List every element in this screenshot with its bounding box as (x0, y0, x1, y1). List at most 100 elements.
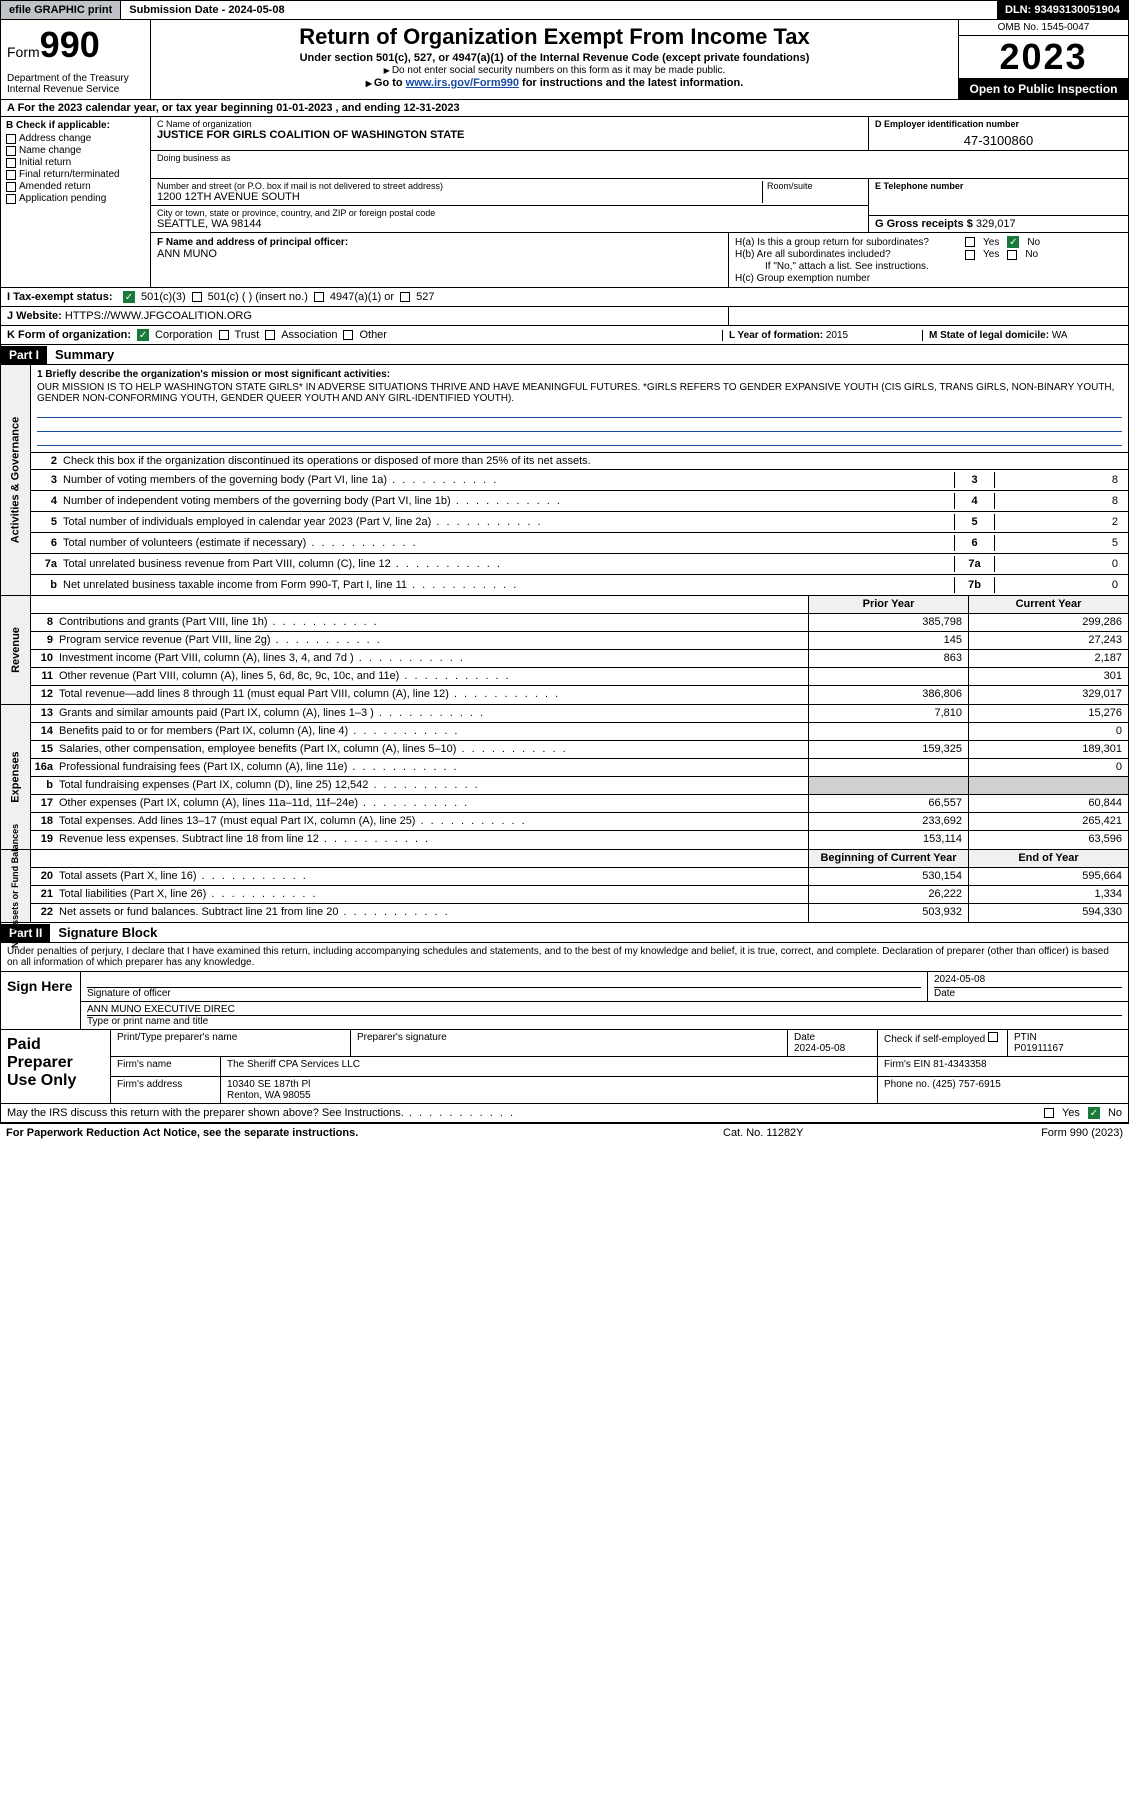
prep-name-label: Print/Type preparer's name (117, 1032, 344, 1043)
checkbox-initial[interactable] (6, 158, 16, 168)
curr-value: 0 (968, 759, 1128, 776)
k-assoc-checkbox[interactable] (265, 330, 275, 340)
line-num: 21 (31, 886, 59, 903)
line-num: 8 (31, 614, 59, 631)
line-value: 5 (994, 535, 1124, 551)
opt-address: Address change (19, 133, 91, 144)
line-box: 7a (954, 556, 994, 572)
prior-value: 386,806 (808, 686, 968, 704)
firm-ein-label: Firm's EIN (884, 1059, 930, 1070)
efile-button[interactable]: efile GRAPHIC print (1, 1, 121, 19)
m-label: M State of legal domicile: (929, 330, 1049, 341)
k-other-checkbox[interactable] (343, 330, 353, 340)
website-value: HTTPS://WWW.JFGCOALITION.ORG (65, 310, 252, 322)
curr-value: 265,421 (968, 813, 1128, 830)
checkbox-name-change[interactable] (6, 146, 16, 156)
k-trust-checkbox[interactable] (219, 330, 229, 340)
prior-value: 26,222 (808, 886, 968, 903)
checkbox-pending[interactable] (6, 194, 16, 204)
j-label: J Website: (7, 310, 62, 322)
g-label: G Gross receipts $ (875, 218, 973, 230)
hb-note: If "No," attach a list. See instructions… (735, 261, 1122, 272)
footer-catno: Cat. No. 11282Y (723, 1127, 923, 1139)
mission-text: OUR MISSION IS TO HELP WASHINGTON STATE … (37, 382, 1122, 404)
line-num: 7a (35, 558, 63, 570)
goto-link[interactable]: www.irs.gov/Form990 (406, 77, 519, 89)
rev-tab: Revenue (10, 627, 22, 673)
line-value: 8 (994, 472, 1124, 488)
sig-name: ANN MUNO EXECUTIVE DIREC (87, 1004, 1122, 1016)
open-inspection: Open to Public Inspection (959, 79, 1128, 99)
curr-value: 2,187 (968, 650, 1128, 667)
self-employed-checkbox[interactable] (988, 1032, 998, 1042)
tax-year: 2023 (959, 36, 1128, 79)
i-4947-checkbox[interactable] (314, 292, 324, 302)
discuss-yes-checkbox[interactable] (1044, 1108, 1054, 1118)
exp-tab: Expenses (10, 751, 22, 802)
line-text: Total number of volunteers (estimate if … (63, 537, 954, 549)
line-value: 0 (994, 556, 1124, 572)
l-label: L Year of formation: (729, 330, 823, 341)
prior-value: 863 (808, 650, 968, 667)
line-num: 13 (31, 705, 59, 722)
curr-value: 27,243 (968, 632, 1128, 649)
curr-value: 0 (968, 723, 1128, 740)
mission-line-3 (37, 434, 1122, 446)
prior-value: 7,810 (808, 705, 968, 722)
prep-sig-label: Preparer's signature (357, 1032, 781, 1043)
checkbox-final[interactable] (6, 170, 16, 180)
firm-name-label: Firm's name (111, 1057, 221, 1076)
prior-value: 153,114 (808, 831, 968, 849)
i-527-checkbox[interactable] (400, 292, 410, 302)
hb-yes-checkbox[interactable] (965, 250, 975, 260)
i-501c3-checkbox[interactable]: ✓ (123, 291, 135, 303)
mission-q: 1 Briefly describe the organization's mi… (37, 369, 1122, 380)
line-text: Total number of individuals employed in … (63, 516, 954, 528)
prior-value: 159,325 (808, 741, 968, 758)
l-value: 2015 (826, 330, 848, 341)
opt-amended: Amended return (19, 181, 91, 192)
beg-year-hdr: Beginning of Current Year (808, 850, 968, 867)
k-corp-checkbox[interactable]: ✓ (137, 329, 149, 341)
k-trust: Trust (235, 329, 260, 341)
checkbox-amended[interactable] (6, 182, 16, 192)
gov-tab: Activities & Governance (10, 417, 22, 544)
signature-intro: Under penalties of perjury, I declare th… (0, 943, 1129, 972)
line-box: 3 (954, 472, 994, 488)
line-text: Benefits paid to or for members (Part IX… (59, 723, 808, 740)
prior-value (808, 668, 968, 685)
submission-date: Submission Date - 2024-05-08 (121, 1, 997, 19)
line-num: 16a (31, 759, 59, 776)
form-title: Return of Organization Exempt From Incom… (161, 24, 948, 50)
line-text: Total unrelated business revenue from Pa… (63, 558, 954, 570)
line-num: b (31, 777, 59, 794)
hb-no-checkbox[interactable] (1007, 250, 1017, 260)
end-year-hdr: End of Year (968, 850, 1128, 867)
f-label: F Name and address of principal officer: (157, 237, 722, 248)
prior-value (808, 777, 968, 794)
line-num: 6 (35, 537, 63, 549)
form-number: 990 (40, 24, 100, 65)
line-text: Salaries, other compensation, employee b… (59, 741, 808, 758)
tax-year-range: A For the 2023 calendar year, or tax yea… (0, 100, 1129, 117)
prior-value: 66,557 (808, 795, 968, 812)
line-text: Investment income (Part VIII, column (A)… (59, 650, 808, 667)
ha-no-checkbox[interactable]: ✓ (1007, 236, 1019, 248)
ha-yes-checkbox[interactable] (965, 237, 975, 247)
curr-value: 301 (968, 668, 1128, 685)
k-other: Other (359, 329, 387, 341)
line-box: 4 (954, 493, 994, 509)
line-text: Contributions and grants (Part VIII, lin… (59, 614, 808, 631)
firm-addr2: Renton, WA 98055 (227, 1090, 871, 1101)
paid-preparer-label: Paid Preparer Use Only (1, 1030, 111, 1103)
sig-date-label: Date (934, 988, 1122, 999)
discuss-no-checkbox[interactable]: ✓ (1088, 1107, 1100, 1119)
ha-label: H(a) Is this a group return for subordin… (735, 237, 965, 248)
checkbox-address-change[interactable] (6, 134, 16, 144)
k-label: K Form of organization: (7, 329, 131, 341)
i-4947: 4947(a)(1) or (330, 291, 394, 303)
i-501c-checkbox[interactable] (192, 292, 202, 302)
i-501c3: 501(c)(3) (141, 291, 186, 303)
curr-value: 1,334 (968, 886, 1128, 903)
hc-label: H(c) Group exemption number (735, 273, 870, 284)
